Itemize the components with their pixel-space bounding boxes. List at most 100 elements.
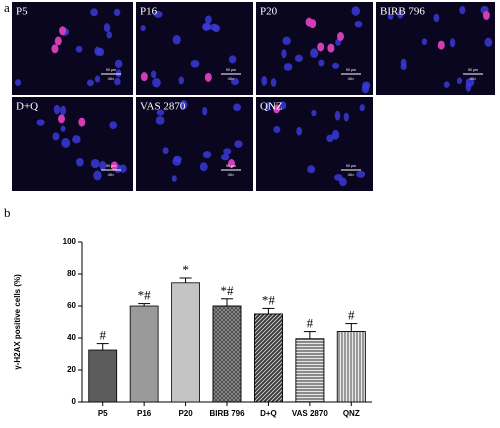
image-label: P5	[16, 6, 28, 18]
nucleus	[115, 69, 122, 78]
image-label: P20	[260, 6, 278, 18]
x-tick-label: QNZ	[343, 409, 360, 418]
nucleus	[265, 102, 271, 111]
significance-label: #	[99, 328, 106, 343]
nucleus	[273, 126, 281, 133]
magnification-label: 40×	[228, 172, 235, 177]
nucleus	[114, 59, 123, 68]
nucleus-positive	[273, 104, 281, 114]
scale-bar-label: 50 μm	[106, 164, 116, 168]
magnification-label: 40×	[348, 172, 355, 177]
nucleus-positive	[482, 10, 490, 20]
nucleus	[36, 119, 45, 126]
bar-pattern	[254, 313, 283, 403]
bar	[129, 305, 159, 403]
nucleus-positive	[327, 43, 335, 53]
panel-label: b	[4, 205, 11, 220]
nucleus	[281, 49, 287, 59]
scale-bar-label: 50 μm	[226, 68, 236, 72]
bar-chart: γ-H2AX positive cells (%) 0 20 40 60 80 100 P5…	[13, 237, 372, 418]
nucleus	[202, 151, 212, 159]
nucleus	[199, 162, 208, 172]
nucleus-positive	[59, 26, 67, 36]
nucleus	[270, 78, 277, 87]
significance-label: *#	[138, 288, 152, 303]
nucleus	[296, 126, 303, 136]
nucleus	[234, 140, 243, 148]
bar	[88, 349, 118, 403]
nucleus-positive	[437, 40, 445, 50]
nucleus	[86, 79, 94, 87]
nucleus	[202, 22, 211, 31]
y-tick-label: 80	[67, 269, 76, 278]
nucleus	[152, 77, 161, 88]
micrograph	[12, 97, 133, 191]
nucleus	[326, 134, 334, 143]
nucleus-positive	[317, 42, 325, 52]
nucleus	[283, 63, 293, 71]
nucleus-positive	[51, 44, 59, 54]
nucleus	[387, 13, 394, 20]
nucleus	[228, 55, 237, 64]
micrograph	[136, 97, 253, 191]
x-tick-label: VAS 2870	[292, 409, 328, 418]
y-tick-label: 20	[67, 365, 76, 374]
nucleus	[106, 31, 113, 39]
y-tick-label: 60	[67, 301, 76, 310]
nucleus	[114, 77, 121, 86]
nucleus	[359, 104, 365, 112]
bar-pattern	[212, 305, 242, 403]
nucleus	[449, 38, 456, 48]
y-tick-label: 100	[63, 237, 77, 246]
nucleus	[75, 45, 83, 53]
nucleus	[153, 10, 163, 18]
nucleus	[60, 105, 67, 116]
nucleus-positive	[110, 161, 118, 171]
nucleus	[307, 165, 316, 174]
nucleus	[90, 158, 100, 169]
significance-label: #	[307, 316, 314, 331]
nucleus	[421, 38, 428, 46]
nucleus-positive	[78, 117, 86, 127]
nucleus	[465, 82, 472, 92]
nucleus	[60, 125, 66, 132]
nucleus	[61, 137, 71, 148]
image-label: D+Q	[16, 101, 38, 113]
nucleus	[94, 75, 101, 83]
scale-bar-label: 50 μm	[346, 68, 356, 72]
nucleus	[433, 13, 440, 23]
nucleus	[233, 103, 241, 112]
nucleus	[113, 8, 121, 17]
nucleus	[140, 25, 146, 32]
nucleus	[52, 132, 60, 141]
nucleus	[96, 47, 105, 57]
nucleus	[14, 79, 22, 87]
significance-label: *#	[221, 283, 235, 298]
magnification-label: 40×	[108, 172, 115, 177]
x-tick-label: P16	[137, 409, 152, 418]
nucleus	[221, 153, 230, 161]
bar-pattern	[295, 338, 325, 403]
nucleus	[156, 109, 165, 116]
nucleus	[294, 54, 303, 63]
nucleus	[282, 36, 291, 45]
nucleus	[53, 104, 61, 115]
nucleus	[103, 23, 111, 33]
magnification-label: 40×	[228, 76, 235, 81]
micrograph	[12, 2, 133, 95]
image-label: P16	[140, 6, 158, 18]
scale-bar-label: 50 μm	[346, 164, 356, 168]
nucleus-positive	[54, 36, 62, 46]
significance-label: *#	[262, 292, 276, 307]
image-label: QNZ	[260, 101, 283, 113]
nucleus	[171, 175, 177, 182]
nucleus	[162, 147, 169, 155]
nucleus	[99, 160, 107, 171]
nucleus	[331, 129, 340, 140]
nucleus	[202, 106, 208, 116]
bar-pattern	[336, 331, 366, 403]
nucleus	[261, 75, 268, 86]
y-axis-label: γ-H2AX positive cells (%)	[13, 274, 22, 370]
scale-bar-label: 50 μm	[468, 68, 478, 72]
nucleus	[361, 83, 370, 94]
